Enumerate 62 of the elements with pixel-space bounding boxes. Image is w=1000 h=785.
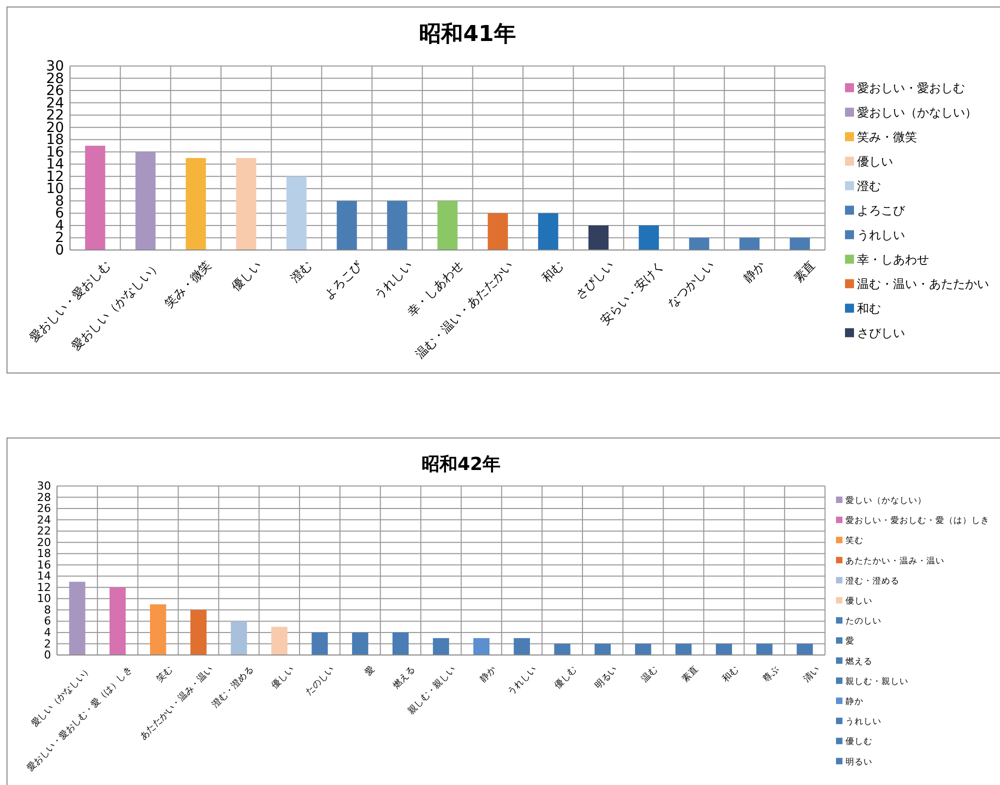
legend-label: 優しい	[845, 596, 872, 607]
legend-label: たのしい	[845, 616, 882, 627]
y-tick-label: 10	[37, 592, 51, 606]
x-tick-label: 優しむ	[552, 664, 580, 692]
x-tick-label: 澄む	[288, 258, 315, 285]
x-tick-label: 優しい	[228, 258, 264, 294]
legend-label: 笑む	[845, 535, 864, 546]
legend-label: 澄む・澄める	[845, 575, 900, 586]
x-tick-label: 笑む	[154, 664, 176, 685]
y-tick-label: 0	[55, 242, 64, 258]
legend-label: 優しむ	[845, 736, 872, 748]
x-tick-label: 素直	[680, 664, 700, 685]
legend-label: 愛おしい・愛おしむ	[857, 81, 965, 96]
y-tick-label: 24	[37, 513, 51, 526]
x-tick-label: たのしい	[304, 664, 337, 698]
x-tick-label: 明るい	[592, 664, 620, 692]
x-tick-label: 尊ぶ	[760, 664, 782, 685]
legend-label: 愛おしい・愛おしむ・愛（は）しき	[845, 515, 990, 526]
y-tick-label: 28	[37, 490, 51, 504]
x-tick-label: 静か	[740, 258, 768, 285]
y-tick-label: 6	[44, 614, 51, 628]
x-tick-label: 静か	[478, 664, 498, 685]
y-tick-label: 26	[37, 502, 51, 516]
legend-label: 笑み・微笑	[857, 130, 917, 144]
y-tick-label: 8	[44, 603, 51, 616]
y-tick-label: 14	[37, 570, 51, 583]
y-tick-label: 18	[37, 547, 51, 560]
legend-label: 明るい	[845, 756, 872, 768]
x-tick-label: さびしい	[572, 258, 617, 302]
legend-label: 愛しい（かなしい）	[845, 495, 926, 506]
x-tick-label: 温む	[640, 664, 660, 685]
y-tick-label: 4	[44, 626, 51, 639]
legend-label: 愛おしい（かなしい）	[857, 106, 977, 120]
legend-label: さびしい	[857, 326, 905, 340]
x-tick-label: 笑み・微笑	[162, 258, 214, 310]
legend-label: 優しい	[857, 154, 893, 169]
legend-label: うれしい	[857, 228, 905, 242]
chart-title: 昭和41年	[419, 22, 516, 47]
y-tick-label: 0	[44, 648, 51, 662]
x-tick-label: 燃える	[390, 664, 418, 692]
y-tick-label: 20	[37, 536, 51, 549]
y-tick-label: 16	[37, 558, 51, 572]
x-tick-label: うれしい	[371, 258, 416, 302]
legend-label: あたたかい・温み・温い	[845, 555, 944, 566]
legend-label: 愛	[845, 636, 854, 647]
chart-title: 昭和42年	[421, 454, 501, 475]
x-tick-label: 愛	[362, 664, 378, 678]
y-tick-label: 30	[37, 480, 51, 493]
y-tick-label: 2	[44, 637, 51, 650]
x-tick-label: なつかしい	[664, 258, 718, 310]
y-tick-label: 12	[37, 580, 51, 594]
x-tick-label: 優しい	[269, 664, 296, 692]
legend-label: よろこび	[857, 204, 906, 218]
x-tick-label: 素直	[790, 258, 818, 285]
x-tick-label: うれしい	[506, 664, 539, 698]
legend-label: 燃える	[845, 656, 872, 667]
legend-label: 澄む	[857, 179, 881, 194]
x-tick-label: 和む	[539, 258, 566, 285]
x-tick-label: 和む	[720, 664, 741, 685]
y-tick-label: 22	[37, 524, 51, 538]
x-tick-label: よろこび	[321, 257, 366, 302]
x-tick-label: 清い	[801, 664, 822, 685]
